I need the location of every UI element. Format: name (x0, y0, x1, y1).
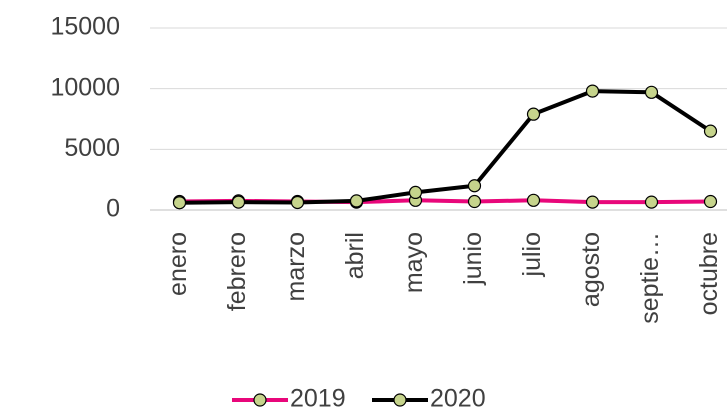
x-tick-label: agosto (577, 232, 605, 307)
point (644, 195, 659, 209)
y-tick-label: 15000 (50, 13, 120, 41)
point (526, 107, 541, 121)
x-tick-label: julio (518, 232, 546, 277)
y-tick-label: 0 (106, 195, 120, 223)
point (644, 85, 659, 99)
point (585, 195, 600, 209)
point (408, 185, 423, 200)
legend-label: 2019 (290, 385, 346, 413)
point (467, 194, 482, 209)
point (349, 194, 364, 208)
x-tick-label: septie… (636, 232, 664, 324)
point (467, 179, 482, 193)
x-tick-label: mayo (400, 232, 428, 293)
x-tick-label: abril (341, 232, 369, 279)
x-tick-label: enero (164, 232, 192, 296)
point (703, 124, 718, 138)
y-tick-label: 5000 (64, 134, 120, 162)
point (231, 195, 246, 209)
point (172, 196, 187, 210)
legend-marker (253, 393, 267, 407)
x-tick-label: febrero (223, 232, 251, 311)
x-tick-label: junio (459, 232, 487, 286)
y-tick-label: 10000 (50, 73, 120, 101)
point (290, 195, 305, 210)
legend-marker (393, 393, 407, 407)
x-tick-label: octubre (695, 232, 723, 315)
x-tick-label: marzo (282, 232, 310, 301)
point (703, 194, 718, 209)
point (585, 84, 600, 98)
point (526, 193, 541, 207)
series-line (179, 89, 712, 205)
legend-label: 2020 (430, 385, 486, 413)
